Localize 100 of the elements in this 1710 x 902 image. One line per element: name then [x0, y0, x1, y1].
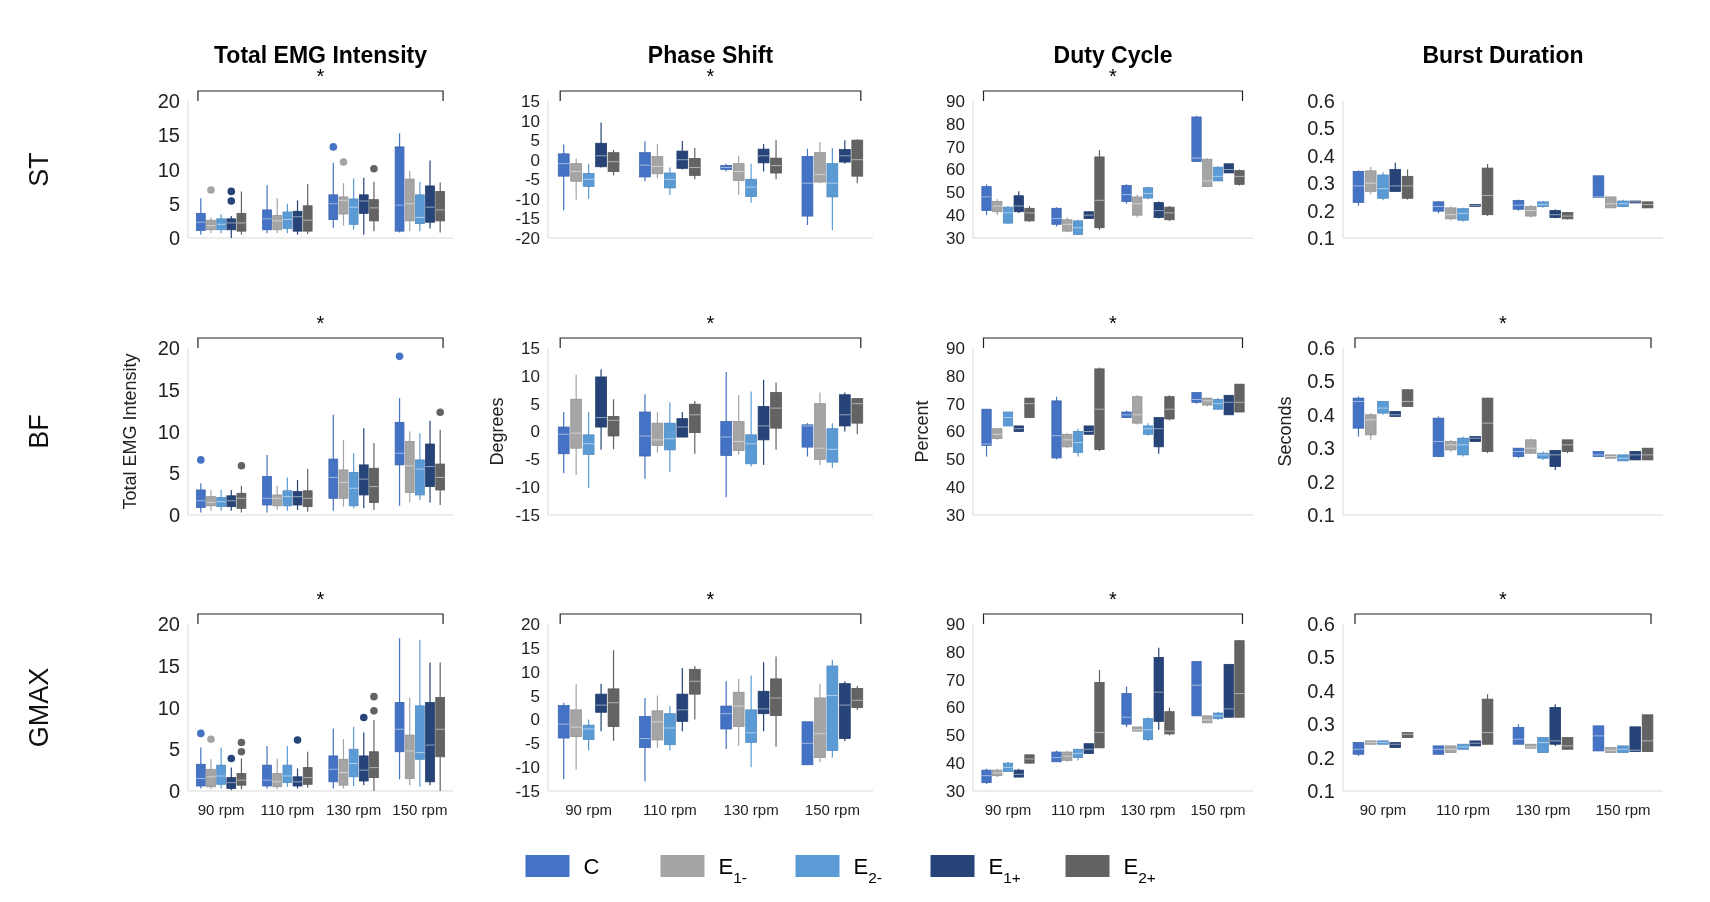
y-tick-label: 15: [521, 638, 540, 658]
y-tick-label: 5: [168, 738, 180, 761]
y-tick-label: 10: [521, 366, 540, 386]
text: GMAX: [24, 667, 54, 748]
y-axis-title: Percent: [912, 400, 932, 463]
y-tick-label: 0.1: [1307, 504, 1335, 526]
y-tick-label: 15: [157, 124, 180, 147]
y-tick-label: 0: [168, 504, 180, 526]
chart-title: Total EMG Intensity: [214, 42, 428, 68]
y-tick-label: -15: [515, 209, 540, 229]
text: *: [1499, 588, 1508, 610]
legend-label: E$_{2-}$: [853, 853, 882, 886]
y-tick-label: 10: [157, 158, 180, 181]
y-tick-label: 20: [157, 613, 180, 635]
y-tick-label: 0: [530, 150, 540, 170]
y-tick-label: 70: [946, 394, 965, 414]
y-tick-label: 0.4: [1307, 403, 1335, 426]
y-tick-label: 10: [521, 111, 540, 131]
y-tick-label: 15: [157, 654, 180, 677]
y-tick-label: 20: [157, 90, 180, 112]
y-tick-label: 60: [946, 422, 965, 442]
y-tick-label: 30: [946, 228, 965, 248]
text: BF: [24, 414, 54, 449]
x-tick-label: 110 rpm: [642, 801, 697, 818]
y-tick-label: 15: [521, 91, 540, 111]
y-tick-label: 80: [946, 366, 965, 386]
y-tick-label: 0.2: [1307, 470, 1335, 493]
y-tick-label: 50: [946, 183, 965, 203]
text: *: [1109, 588, 1118, 610]
legend-label: E$_{2+}$: [1123, 853, 1156, 886]
x-tick-label: 130 rpm: [723, 801, 779, 818]
text: *: [706, 65, 715, 87]
y-tick-label: 60: [946, 160, 965, 180]
text: *: [706, 312, 715, 334]
y-tick-label: 90: [946, 338, 965, 358]
y-tick-label: 90: [946, 91, 965, 111]
y-tick-label: 70: [946, 137, 965, 157]
y-tick-label: 0.6: [1307, 337, 1335, 359]
y-tick-label: 50: [946, 450, 965, 470]
text: *: [316, 588, 325, 610]
y-tick-label: 0.5: [1307, 646, 1335, 669]
x-tick-label: 110 rpm: [1051, 801, 1105, 818]
y-tick-label: 0.4: [1307, 144, 1335, 167]
y-tick-label: 0.1: [1307, 227, 1335, 249]
legend-label: C: [583, 853, 600, 879]
y-tick-label: -10: [515, 758, 540, 778]
x-tick-label: 90 rpm: [1359, 801, 1407, 818]
y-tick-label: 0.4: [1307, 679, 1335, 702]
y-tick-label: 0.6: [1307, 613, 1335, 635]
x-tick-label: 90 rpm: [197, 801, 245, 818]
x-tick-label: 90 rpm: [984, 801, 1032, 818]
y-tick-label: -15: [515, 781, 540, 801]
y-tick-label: 30: [946, 505, 965, 525]
y-tick-label: 0.2: [1307, 199, 1335, 222]
y-axis-title: Degrees: [487, 397, 507, 466]
y-tick-label: -10: [515, 189, 540, 209]
y-tick-label: 10: [521, 662, 540, 682]
y-tick-label: -5: [524, 170, 540, 190]
y-tick-label: 15: [157, 378, 180, 401]
y-tick-label: 70: [946, 670, 965, 690]
x-tick-label: 150 rpm: [392, 801, 448, 818]
y-tick-label: 0: [168, 780, 180, 802]
y-tick-label: 0.3: [1307, 172, 1335, 195]
legend-label: E$_{1+}$: [988, 853, 1021, 886]
text: ST: [24, 152, 54, 187]
y-tick-label: 0.6: [1307, 90, 1335, 112]
y-tick-label: -20: [515, 228, 540, 248]
y-tick-label: 10: [157, 420, 180, 443]
y-tick-label: 80: [946, 114, 965, 134]
x-tick-label: 130 rpm: [326, 801, 382, 818]
legend-label: E$_{1-}$: [718, 853, 747, 886]
y-tick-label: 5: [530, 131, 540, 151]
text: *: [316, 65, 325, 87]
y-tick-label: 40: [946, 754, 965, 774]
y-tick-label: 0.5: [1307, 370, 1335, 393]
y-tick-label: -5: [524, 450, 540, 470]
y-tick-label: 5: [530, 394, 540, 414]
y-tick-label: 0.3: [1307, 437, 1335, 460]
x-tick-label: 150 rpm: [804, 801, 860, 818]
x-tick-label: 150 rpm: [1190, 801, 1246, 818]
y-tick-label: 30: [946, 781, 965, 801]
y-tick-label: 20: [521, 614, 540, 634]
y-tick-label: 40: [946, 206, 965, 226]
x-tick-label: 110 rpm: [260, 801, 315, 818]
x-tick-label: 130 rpm: [1515, 801, 1571, 818]
y-tick-label: 60: [946, 698, 965, 718]
y-tick-label: 0.3: [1307, 713, 1335, 736]
chart-title: Phase Shift: [647, 42, 774, 68]
y-tick-label: 5: [530, 686, 540, 706]
y-axis-title: Total EMG Intensity: [120, 353, 140, 510]
y-tick-label: 0.1: [1307, 780, 1335, 802]
text: *: [1109, 65, 1118, 87]
y-tick-label: 0.2: [1307, 746, 1335, 769]
y-tick-label: -5: [524, 734, 540, 754]
text: *: [1109, 312, 1118, 334]
text: *: [316, 312, 325, 334]
y-tick-label: 0: [530, 422, 540, 442]
y-tick-label: -15: [515, 505, 540, 525]
y-tick-label: 5: [168, 462, 180, 485]
chart-title: Duty Cycle: [1053, 42, 1173, 68]
